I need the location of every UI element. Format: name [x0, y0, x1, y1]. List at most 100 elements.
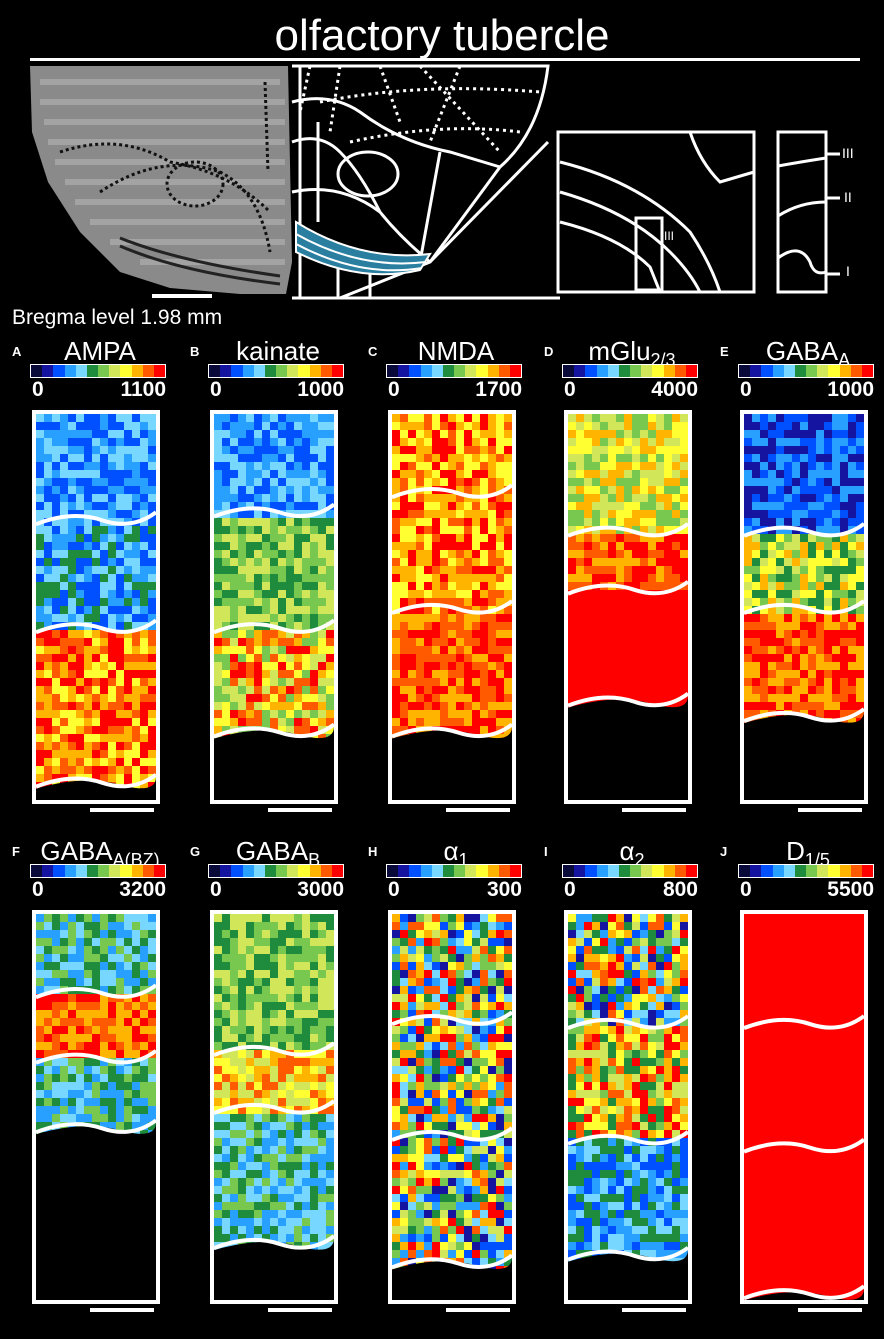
density-cell: [800, 478, 808, 486]
density-cell: [664, 606, 672, 614]
density-cell: [568, 478, 576, 486]
density-cell: [488, 654, 496, 662]
density-cell: [326, 978, 334, 986]
colorbar-swatch: [86, 865, 99, 877]
density-cell: [600, 478, 608, 486]
density-cell: [270, 1106, 278, 1114]
density-cell: [68, 1010, 76, 1018]
density-cell: [310, 986, 318, 994]
density-cell: [294, 954, 302, 962]
density-cell: [448, 494, 456, 502]
density-cell: [744, 686, 752, 694]
density-cell: [440, 582, 448, 590]
density-cell: [294, 630, 302, 638]
density-cell: [824, 526, 832, 534]
density-cell: [616, 414, 624, 422]
density-cell: [808, 694, 816, 702]
density-cell: [44, 1058, 52, 1066]
density-cell: [214, 654, 222, 662]
density-cell: [132, 646, 140, 654]
density-cell: [648, 446, 656, 454]
density-cell: [140, 1002, 148, 1010]
density-cell: [856, 614, 864, 622]
density-cell: [840, 574, 848, 582]
density-cell: [246, 534, 254, 542]
density-cell: [600, 686, 608, 694]
density-cell: [672, 558, 680, 566]
density-cell: [262, 486, 270, 494]
density-cell: [456, 550, 464, 558]
density-cell: [808, 438, 816, 446]
density-cell: [140, 638, 148, 646]
density-cell: [286, 726, 294, 734]
density-cell: [632, 534, 640, 542]
density-cell: [816, 670, 824, 678]
density-cell: [840, 630, 848, 638]
density-cell: [326, 614, 334, 622]
density-cell: [222, 414, 230, 422]
density-cell: [52, 510, 60, 518]
density-cell: [600, 638, 608, 646]
density-cell: [608, 486, 616, 494]
density-cell: [76, 502, 84, 510]
density-cell: [124, 486, 132, 494]
tissue-edge: [568, 695, 688, 800]
density-cell: [286, 454, 294, 462]
density-cell: [424, 598, 432, 606]
density-cell: [310, 590, 318, 598]
density-cell: [752, 534, 760, 542]
density-cell: [408, 582, 416, 590]
density-cell: [278, 614, 286, 622]
density-cell: [840, 670, 848, 678]
density-cell: [44, 750, 52, 758]
density-cell: [310, 1026, 318, 1034]
density-cell: [246, 686, 254, 694]
density-cell: [310, 630, 318, 638]
density-cell: [246, 630, 254, 638]
density-cell: [744, 494, 752, 502]
density-cell: [656, 574, 664, 582]
density-cell: [768, 694, 776, 702]
layer-boundary: [392, 722, 512, 739]
density-cell: [310, 1058, 318, 1066]
density-cell: [84, 946, 92, 954]
density-cell: [488, 430, 496, 438]
density-cell: [294, 726, 302, 734]
density-cell: [416, 694, 424, 702]
density-cell: [60, 438, 68, 446]
density-cell: [472, 526, 480, 534]
density-cell: [100, 962, 108, 970]
density-cell: [584, 654, 592, 662]
density-cell: [108, 574, 116, 582]
density-cell: [568, 574, 576, 582]
density-cell: [464, 566, 472, 574]
density-cell: [576, 566, 584, 574]
density-cell: [664, 422, 672, 430]
density-cell: [392, 662, 400, 670]
density-cell: [262, 938, 270, 946]
density-cell: [68, 550, 76, 558]
density-cell: [408, 454, 416, 462]
density-cell: [52, 446, 60, 454]
density-cell: [68, 970, 76, 978]
density-cell: [440, 662, 448, 670]
density-cell: [36, 922, 44, 930]
density-cell: [752, 558, 760, 566]
density-cell: [832, 478, 840, 486]
density-cell: [752, 678, 760, 686]
density-cell: [44, 1018, 52, 1026]
density-cell: [76, 750, 84, 758]
density-cell: [448, 654, 456, 662]
density-cell: [278, 598, 286, 606]
density-cell: [792, 430, 800, 438]
density-cell: [140, 774, 148, 782]
density-cell: [848, 446, 856, 454]
density-cell: [318, 582, 326, 590]
density-cell: [488, 686, 496, 694]
density-cell: [326, 1026, 334, 1034]
density-cell: [278, 1010, 286, 1018]
density-cell: [584, 558, 592, 566]
autoradiograph-strip: [32, 410, 160, 804]
density-cell: [488, 446, 496, 454]
density-cell: [456, 678, 464, 686]
